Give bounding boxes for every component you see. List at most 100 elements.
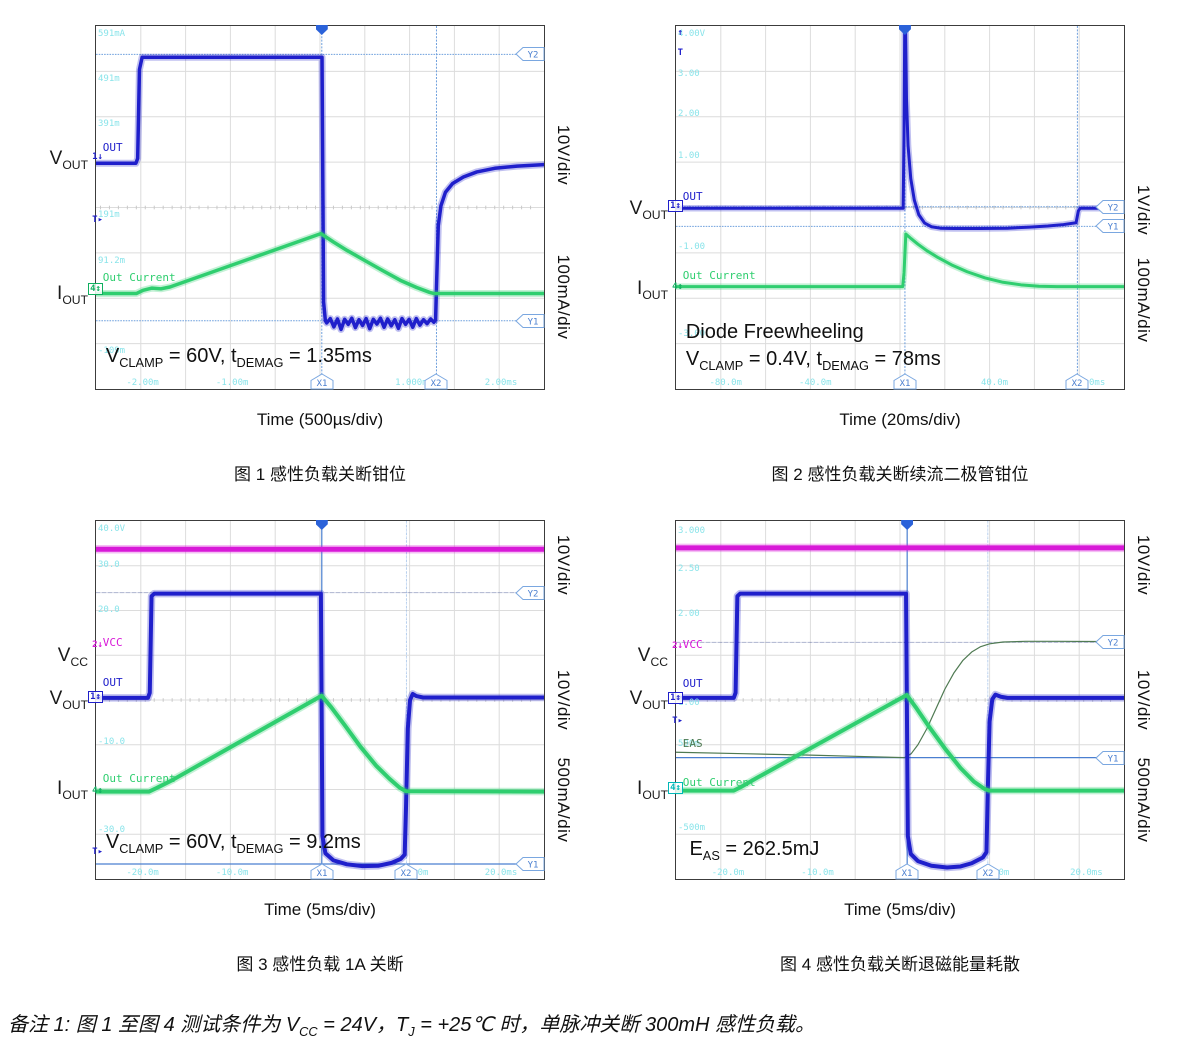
cursor-flag-icon: X2: [424, 373, 448, 390]
cursor-tag-x1: X1: [894, 863, 920, 880]
svg-text:Y1: Y1: [528, 860, 539, 870]
figure-caption: 图 1 感性负载关断钳位: [234, 465, 406, 484]
axis-signal-label: VOUT: [629, 688, 668, 712]
x-axis-tick-label: -80.0m: [709, 378, 742, 388]
cursor-tag-y2: Y2: [515, 585, 545, 601]
cursor-flag-icon: Y2: [515, 585, 545, 600]
trace-label: VCC: [102, 636, 123, 650]
y-axis-tick-label: -1.00: [678, 241, 706, 252]
cursor-flag-icon: X1: [893, 373, 917, 390]
annotation-text: VCLAMP = 60V, tDEMAG = 9.2ms: [106, 829, 361, 857]
y-axis-tick-label: 20.0: [98, 604, 120, 615]
svg-text:X1: X1: [316, 379, 327, 389]
scope-plot: 40.0V 30.0 20.0 -10.0 -30.0 -20.0m -10.0m 0m 20.…: [88, 520, 545, 880]
annotation-text: VCLAMP = 60V, tDEMAG = 1.35ms: [106, 343, 372, 371]
channel-marker: T▸: [672, 715, 683, 726]
y-axis-tick-label: 191m: [98, 210, 120, 221]
axis-signal-label: VCC: [637, 645, 668, 669]
x-axis-tick-label: -20.0m: [711, 868, 745, 878]
cursor-flag-icon: Y1: [1095, 219, 1125, 234]
scope-overlay: 3.000 2.50 2.00 1.00 500m -500m -20.0m -10.0m 0m…: [668, 520, 1125, 880]
trace-label: VCC: [682, 637, 703, 651]
trigger-marker-icon: [315, 520, 328, 530]
channel-marker: 1↕: [88, 691, 103, 704]
cursor-flag-icon: Y2: [515, 47, 545, 62]
axis-signal-label: VCC: [57, 645, 88, 669]
scope-plot: 591mA 491m 391m 191m 91.2m -109m -2.00m -1.00m 1…: [88, 25, 545, 390]
cursor-flag-icon: X2: [976, 863, 1000, 880]
svg-text:X2: X2: [1072, 379, 1083, 389]
svg-text:X2: X2: [401, 869, 412, 879]
trace-label: OUT: [102, 140, 123, 154]
cursor-tag-x2: X2: [393, 863, 419, 880]
cursor-flag-icon: X1: [895, 863, 919, 880]
cursor-tag-x2: X2: [1064, 373, 1090, 390]
svg-text:Y1: Y1: [1108, 754, 1119, 764]
cursor-flag-icon: Y1: [1095, 750, 1125, 765]
time-axis-label: Time (5ms/div): [844, 900, 956, 919]
channel-marker: 4↕: [672, 281, 683, 292]
figure-caption: 图 4 感性负载关断退磁能量耗散: [780, 955, 1020, 974]
scope-overlay: 40.0V 30.0 20.0 -10.0 -30.0 -20.0m -10.0m 0m 20.…: [88, 520, 545, 880]
trace-label: OUT: [682, 677, 703, 691]
svg-text:Y2: Y2: [528, 589, 539, 599]
axis-signal-label: IOUT: [637, 778, 668, 802]
cursor-tag-x2: X2: [423, 373, 449, 390]
y-axis-tick-label: 3.00: [678, 68, 700, 79]
y-axis-tick-label: 591mA: [98, 29, 126, 40]
axis-signal-label: IOUT: [57, 283, 88, 307]
scale-per-div-label: 10V/div: [554, 534, 573, 596]
svg-text:X1: X1: [902, 869, 913, 879]
cursor-flag-icon: Y1: [515, 313, 545, 328]
channel-marker: T▸: [92, 847, 103, 858]
x-axis-tick-label: 2.00ms: [484, 378, 518, 388]
figure-caption: 图 2 感性负载关断续流二极管钳位: [771, 465, 1029, 484]
annotation-text: EAS = 262.5mJ: [689, 836, 819, 864]
axis-signal-label: VOUT: [49, 148, 88, 172]
cursor-flag-icon: X1: [310, 863, 334, 880]
svg-text:Y1: Y1: [1108, 223, 1119, 233]
y-axis-tick-label: 1.00: [678, 151, 700, 162]
channel-marker: T▸: [92, 215, 103, 226]
y-axis-tick-label: 2.00: [678, 109, 700, 120]
x-axis-tick-label: -20.0m: [126, 868, 159, 878]
x-axis-tick-label: -10.0m: [215, 868, 249, 878]
trace-label: Out Current: [682, 775, 756, 789]
x-axis-tick-label: -40.0m: [799, 378, 832, 388]
channel-marker: 1↕: [668, 199, 683, 212]
scale-per-div-label: 10V/div: [1134, 534, 1153, 596]
trace-label: OUT: [102, 675, 123, 689]
y-axis-tick-label: -30.0: [98, 825, 126, 836]
x-axis-tick-label: -1.00m: [215, 378, 249, 388]
y-axis-tick-label: 2.50: [678, 563, 700, 574]
cursor-flag-icon: X2: [1065, 373, 1089, 390]
scope-overlay: 4.00V 3.00 2.00 1.00 -1.00 -3.00 -80.0m -40.0m 4…: [668, 25, 1125, 390]
scope-canvas: [96, 521, 544, 879]
x-axis-tick-label: 1.000m: [395, 378, 428, 388]
axis-signal-label: IOUT: [637, 278, 668, 302]
figure-caption: 图 3 感性负载 1A 关断: [236, 955, 404, 974]
channel-marker: T: [677, 48, 683, 59]
footnote: 备注 1: 图 1 至图 4 测试条件为 VCC = 24V，TJ = +25℃…: [8, 1014, 815, 1039]
time-axis-label: Time (20ms/div): [839, 410, 961, 429]
channel-marker: ↑: [677, 28, 683, 39]
scale-per-div-label: 1V/div: [1134, 184, 1153, 236]
time-axis-label: Time (500µs/div): [256, 410, 384, 429]
channel-marker: 2↓: [672, 641, 683, 652]
channel-marker: 4↕: [92, 785, 103, 796]
trace-label: Out Current: [102, 271, 176, 285]
y-axis-tick-label: 40.0V: [98, 524, 126, 535]
cursor-tag-x1: X1: [309, 863, 335, 880]
x-axis-tick-label: -2.00m: [126, 378, 159, 388]
cursor-flag-icon: Y2: [1095, 199, 1125, 214]
cursor-tag-y1: Y1: [1095, 218, 1125, 234]
channel-marker: 1↓: [92, 151, 103, 162]
y-axis-tick-label: 491m: [98, 74, 120, 85]
y-axis-tick-label: 1.00: [678, 698, 700, 708]
trace-label: Out Current: [682, 268, 756, 282]
channel-marker: 2↓: [92, 639, 103, 650]
